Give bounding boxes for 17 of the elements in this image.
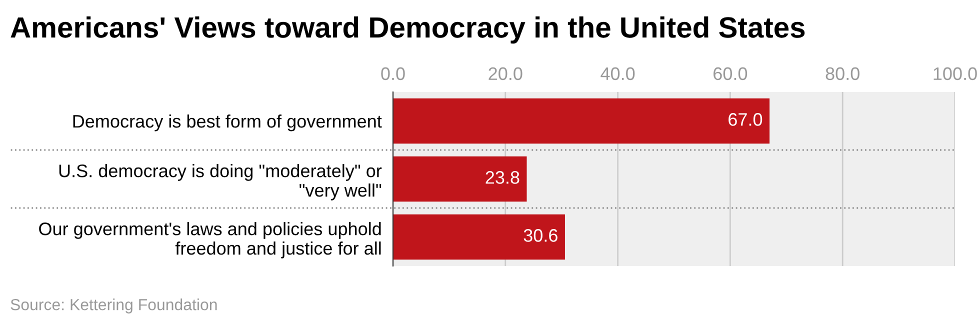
x-tick-label: 100.0 [934,67,977,80]
x-tick-label: 20.0 [488,67,522,80]
x-tick-label: 40.0 [600,67,635,80]
chart-title: Americans' Views toward Democracy in the United States [10,16,805,44]
x-tick-label: 0.0 [381,67,405,80]
x-tick-label: 60.0 [714,67,748,80]
data-label: 67.0 [728,113,762,126]
y-tick-label: Our government's laws and policies uphold freedom and justice for all [39,222,381,258]
data-label: 23.8 [486,171,520,184]
bar [393,156,527,202]
x-tick-label: 80.0 [826,67,860,80]
bar [393,98,770,144]
data-label: 30.6 [524,229,558,242]
source-note: Source: Kettering Foundation [10,298,217,314]
y-tick-label: Democracy is best form of government [73,114,382,132]
bar [393,214,565,260]
y-tick-label: U.S. democracy is doing "moderately" or "very well" [59,164,382,200]
